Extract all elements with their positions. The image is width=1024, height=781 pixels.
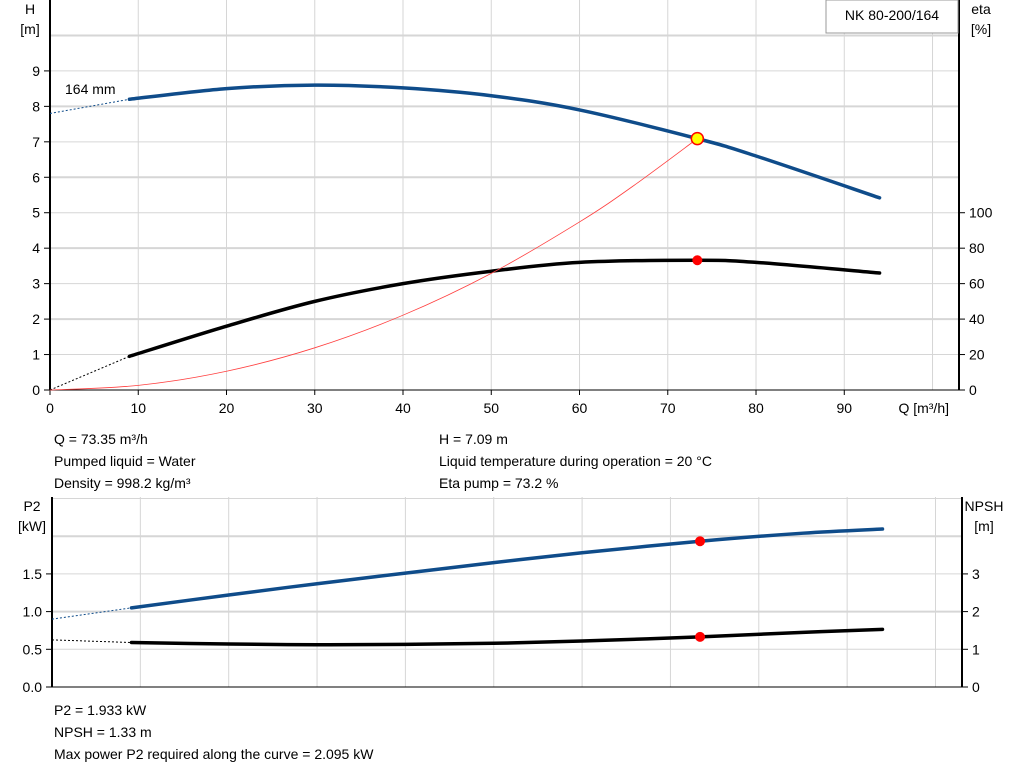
x-tick-label: 80 [748, 400, 764, 416]
series-curve-1-0 [127, 83, 882, 200]
y-right-axis-title: [%] [971, 21, 991, 37]
curve-extrapolation-dashed [51, 639, 132, 644]
curve-extrapolation-dashed [51, 607, 132, 620]
model-title: NK 80-200/164 [845, 7, 939, 23]
x-tick-label: 30 [307, 400, 323, 416]
y-left-tick-label: 6 [32, 169, 40, 185]
y-right-tick-label: 3 [972, 566, 980, 582]
y-left-tick-label: 1 [32, 347, 40, 363]
y-right-tick-label: 2 [972, 604, 980, 620]
y-left-axis-title: P2 [23, 498, 40, 514]
x-tick-label: 70 [660, 400, 676, 416]
duty-point-head [690, 131, 705, 146]
y-left-axis-title: [kW] [18, 518, 46, 534]
x-tick-label: 60 [572, 400, 588, 416]
duty-point-npsh [695, 631, 706, 642]
info-liquid: Pumped liquid = Water [54, 453, 196, 469]
y-left-tick-label: 8 [32, 98, 40, 114]
series-curve-2-1 [129, 627, 885, 647]
y-left-tick-label: 5 [32, 205, 40, 221]
y-right-tick-label: 1 [972, 641, 980, 657]
x-tick-label: 50 [483, 400, 499, 416]
y-right-tick-label: 20 [969, 347, 985, 363]
y-right-axis-title: eta [971, 1, 991, 17]
impeller-diameter-label: 164 mm [65, 81, 116, 97]
info-h: H = 7.09 m [439, 431, 508, 447]
x-tick-label: 10 [130, 400, 146, 416]
y-left-tick-label: 2 [32, 311, 40, 327]
y-right-axis-title: [m] [974, 518, 993, 534]
y-left-tick-label: 1.0 [23, 604, 43, 620]
series-curve-1-1 [127, 258, 882, 359]
info-q: Q = 73.35 m³/h [54, 431, 148, 447]
x-tick-label: 20 [219, 400, 235, 416]
y-left-tick-label: 1.5 [23, 566, 43, 582]
y-left-tick-label: 9 [32, 63, 40, 79]
y-right-tick-label: 0 [972, 679, 980, 695]
y-right-tick-label: 60 [969, 276, 985, 292]
x-tick-label: 0 [46, 400, 54, 416]
info-max-p2: Max power P2 required along the curve = … [54, 746, 374, 762]
info-temp: Liquid temperature during operation = 20… [439, 453, 712, 469]
duty-point-efficiency [692, 255, 703, 266]
y-left-tick-label: 0.5 [23, 641, 43, 657]
y-left-axis-title: [m] [20, 21, 39, 37]
y-left-tick-label: 7 [32, 134, 40, 150]
y-left-tick-label: 0.0 [23, 679, 43, 695]
y-right-tick-label: 40 [969, 311, 985, 327]
x-axis-label: Q [m³/h] [898, 400, 949, 416]
curve-extrapolation-dashed [49, 355, 130, 391]
info-p2: P2 = 1.933 kW [54, 702, 147, 718]
y-right-axis-title: NPSH [965, 498, 1004, 514]
y-left-tick-label: 0 [32, 382, 40, 398]
duty-point-power [695, 536, 706, 547]
y-right-tick-label: 80 [969, 240, 985, 256]
model-title-box [825, 0, 959, 34]
series-curve-1-2 [49, 138, 698, 391]
x-tick-label: 90 [836, 400, 852, 416]
info-eta: Eta pump = 73.2 % [439, 475, 559, 491]
curve-extrapolation-dashed [49, 98, 130, 114]
x-tick-label: 40 [395, 400, 411, 416]
info-npsh: NPSH = 1.33 m [54, 724, 152, 740]
y-right-tick-label: 0 [969, 382, 977, 398]
series-curve-2-0 [129, 527, 885, 610]
info-density: Density = 998.2 kg/m³ [54, 475, 191, 491]
y-left-tick-label: 3 [32, 276, 40, 292]
y-right-tick-label: 100 [969, 205, 993, 221]
y-left-axis-title: H [25, 1, 35, 17]
y-left-tick-label: 4 [32, 240, 40, 256]
